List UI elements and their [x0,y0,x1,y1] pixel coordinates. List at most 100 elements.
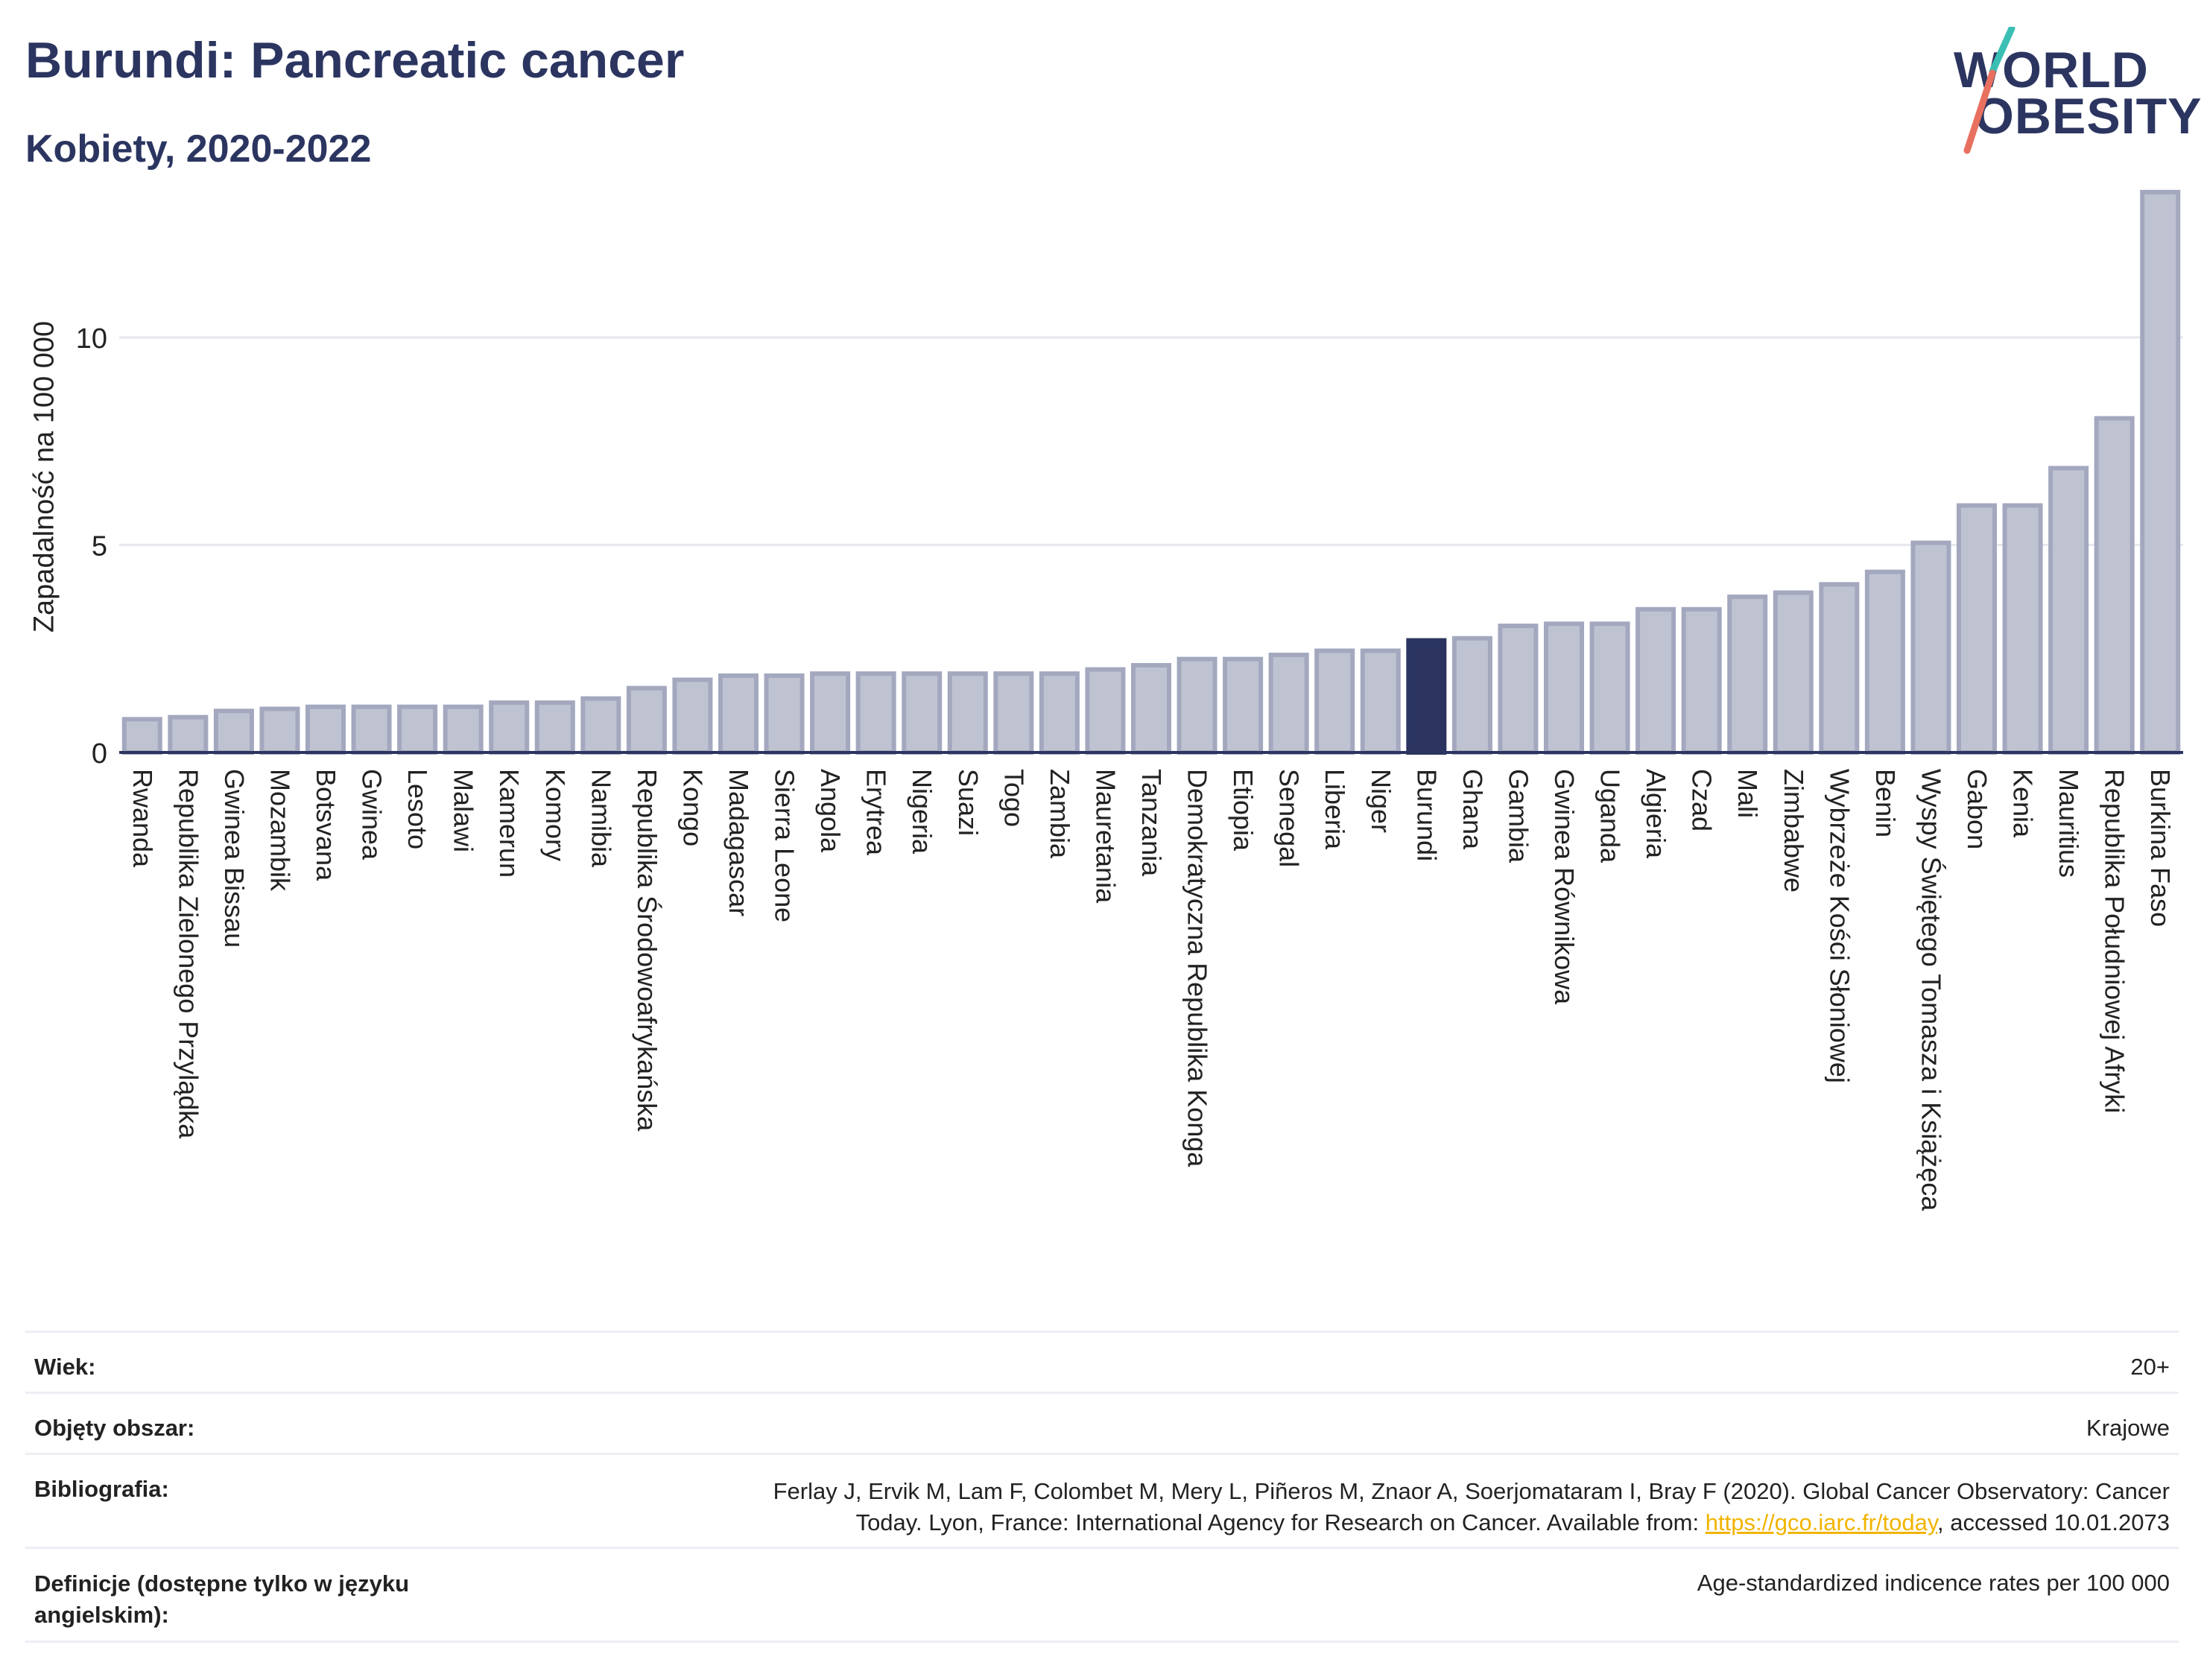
definitions-label-line-1: Definicje (dostępne tylko w języku [34,1570,410,1597]
bar [397,704,438,755]
y-tick-label: 0 [92,738,107,770]
bar [1910,540,1951,755]
gco-link[interactable]: https://gco.iarc.fr/today [1705,1509,1938,1535]
x-tick-label: Gwinea Równikowa [1549,769,1580,1005]
bar [534,700,575,755]
x-tick-label: Zambia [1045,769,1075,859]
bar [1819,582,1860,755]
age-label: Wiek: [34,1354,96,1380]
x-tick-label: Wybrzeże Kości Słoniowej [1824,769,1855,1083]
bar [1681,606,1722,755]
x-tick-label: Gwinea [357,769,387,860]
x-tick-label: Rwanda [127,769,158,868]
bar [580,696,621,755]
bar [1543,621,1585,755]
bar-highlight [1406,638,1447,755]
bar [168,714,209,755]
page-title: Burundi: Pancreatic cancer [25,32,685,89]
bar [1268,653,1309,755]
bar [305,704,346,755]
bibliography-label: Bibliografia: [34,1476,169,1502]
x-tick-label: Uganda [1595,769,1626,863]
bar [1130,663,1172,755]
bar [1773,590,1814,755]
bar [855,671,896,755]
x-tick-label: Komory [540,769,571,861]
definitions-label: Definicje (dostępne tylko w języku angie… [34,1568,409,1631]
x-tick-label: Demokratyczna Republika Konga [1182,769,1213,1167]
x-tick-label: Mauretania [1090,769,1121,904]
info-row-coverage: Objęty obszar: Krajowe [25,1392,2179,1455]
x-tick-label: Sierra Leone [770,769,800,922]
x-tick-label: Senegal [1274,769,1305,867]
x-tick-label: Benin [1870,769,1901,837]
bar [1451,635,1492,755]
x-tick-label: Tanzania [1136,769,1167,877]
bar [1177,656,1217,755]
y-tick-label: 10 [76,323,107,355]
info-row-definitions: Definicje (dostępne tylko w języku angie… [25,1547,2179,1643]
x-tick-label: Togo [998,769,1029,827]
bar [2048,466,2089,755]
x-tick-label: Botsvana [311,769,341,881]
x-tick-label: Czad [1687,769,1717,831]
bar [2094,416,2135,755]
bar [213,709,254,755]
x-tick-label: Republika Środowoafrykańska [632,769,663,1132]
x-tick-label: Angola [815,769,846,853]
bibliography-value: Ferlay J, Ervik M, Lam F, Colombet M, Me… [773,1476,2170,1538]
logo-slash-icon [1963,27,2015,154]
bar [672,677,713,755]
bar [1589,621,1630,755]
info-row-bibliography: Bibliografia: Ferlay J, Ervik M, Lam F, … [25,1453,2179,1549]
bar [810,671,851,755]
bar [1864,569,1905,755]
bar [1727,595,1768,755]
page-subtitle: Kobiety, 2020-2022 [25,127,372,171]
bar [902,671,943,755]
coverage-label: Objęty obszar: [34,1415,195,1441]
x-tick-label: Lesoto [402,769,433,849]
x-tick-label: Erytrea [861,769,892,856]
x-tick-label: Burundi [1411,769,1442,861]
x-tick-label: Wyspy Świętego Tomasza i Książęca [1916,769,1947,1211]
bar [626,685,667,755]
x-tick-label: Madagascar [723,769,754,916]
bar [1956,503,1998,755]
bar [1360,648,1401,755]
bar [1085,667,1126,755]
x-tick-label: Mozambik [265,769,295,892]
bibliography-line-1: Ferlay J, Ervik M, Lam F, Colombet M, Me… [773,1478,2170,1504]
bar [764,673,805,755]
bar-chart: 0 5 10 Rwanda Republika Zielonego Przylądka G… [76,189,2183,1211]
bar [993,671,1034,755]
world-obesity-logo[interactable]: WORLD OBESITY [1945,27,2202,161]
x-tick-label: Liberia [1320,769,1350,850]
x-tick-label: Algieria [1641,769,1671,859]
definitions-value: Age-standardized indicence rates per 100… [1697,1570,2170,1596]
bar [2002,503,2043,755]
age-value: 20+ [2130,1354,2170,1380]
bar [1498,624,1539,755]
bar [1039,671,1080,755]
x-tick-label: Mauritius [2053,769,2084,878]
bar [121,717,162,755]
x-tick-label: Malawi [449,769,479,852]
bibliography-accessed: , accessed 10.01.2073 [1937,1509,2170,1535]
x-tick-label: Gabon [1962,769,1992,849]
bar [2140,189,2181,755]
x-tick-label: Burkina Faso [2145,769,2176,927]
y-tick-label: 5 [92,530,107,562]
bar [1314,648,1355,755]
bar [489,700,530,755]
x-tick-label: Gambia [1503,769,1533,863]
bar [947,671,988,755]
bar [1635,606,1676,755]
definitions-label-line-2: angielskim): [34,1602,169,1628]
x-tick-label: Suazi [953,769,984,836]
bar [259,706,300,755]
bar [718,673,759,755]
x-tick-label: Kongo [677,769,708,846]
bibliography-line-2-text: Today. Lyon, France: International Agenc… [855,1509,1706,1535]
x-tick-label: Kamerun [494,769,525,878]
